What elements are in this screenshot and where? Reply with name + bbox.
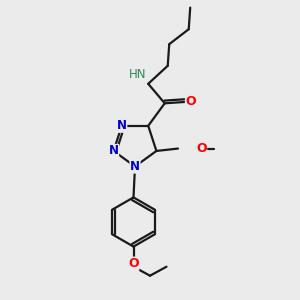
Text: HN: HN [129, 68, 146, 81]
Text: O: O [185, 95, 196, 108]
Text: N: N [109, 145, 118, 158]
Text: O: O [196, 142, 207, 155]
Text: N: N [130, 160, 140, 173]
Text: N: N [117, 119, 127, 132]
Text: O: O [128, 257, 139, 270]
